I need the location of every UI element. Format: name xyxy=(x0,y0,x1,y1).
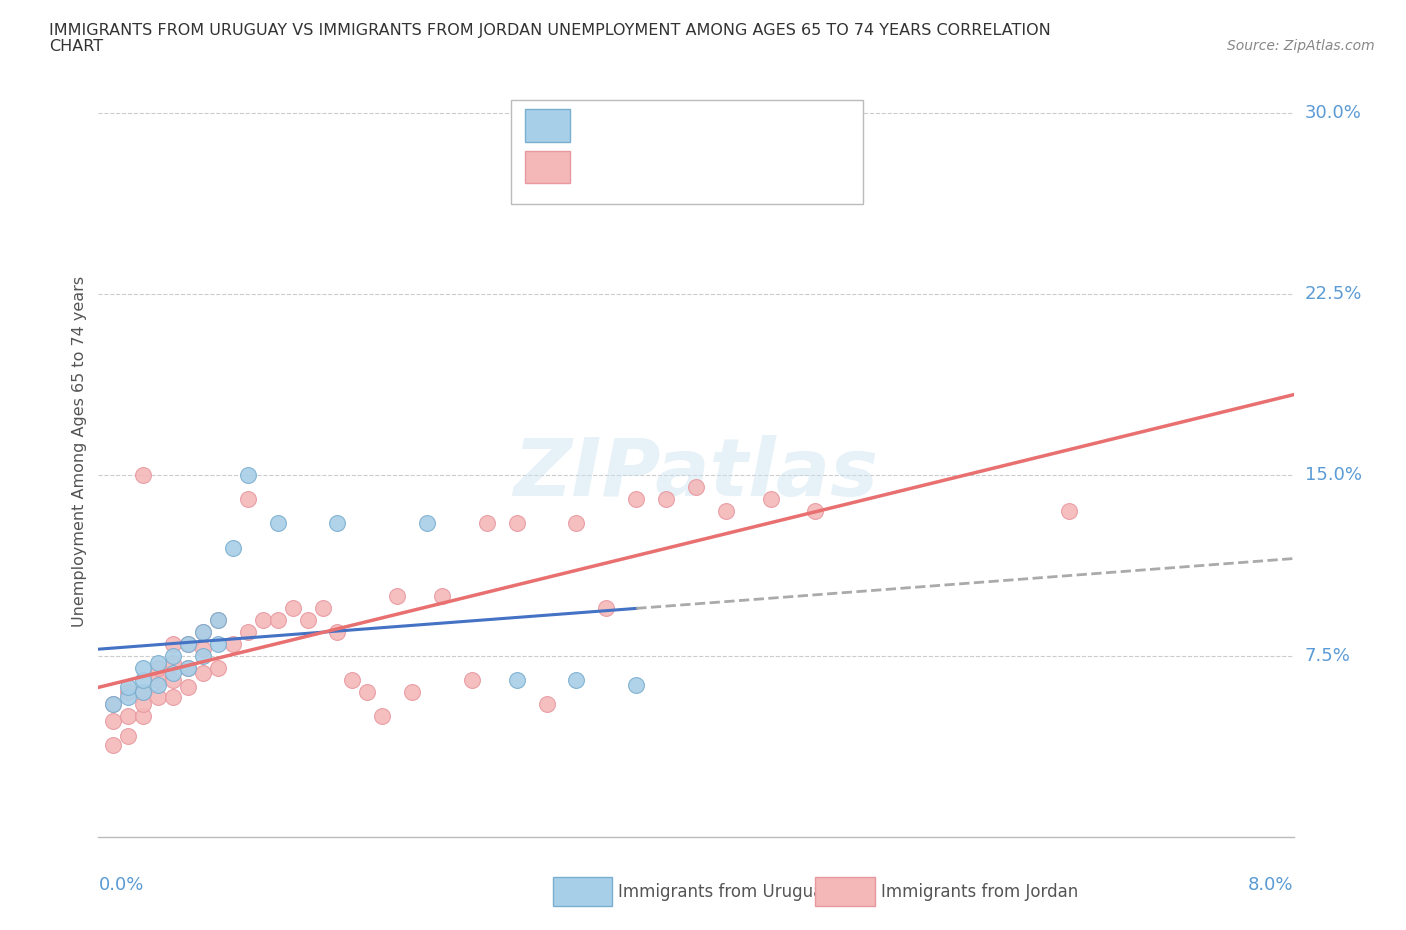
Point xyxy=(356,684,378,699)
Point xyxy=(236,468,259,483)
Point xyxy=(191,625,214,640)
Point xyxy=(385,589,409,604)
Point xyxy=(132,684,155,699)
Point xyxy=(506,672,529,687)
Point xyxy=(401,684,423,699)
Point xyxy=(148,656,170,671)
Text: R =  0.591   N =  12: R = 0.591 N = 12 xyxy=(585,116,790,135)
Point xyxy=(103,697,125,711)
Point xyxy=(148,672,170,687)
Point xyxy=(148,690,170,705)
Point xyxy=(162,648,184,663)
Point xyxy=(162,637,184,652)
Point xyxy=(207,637,229,652)
Point xyxy=(191,642,214,657)
Point xyxy=(148,678,170,693)
Point xyxy=(177,660,200,675)
FancyBboxPatch shape xyxy=(815,877,876,907)
Text: 7.5%: 7.5% xyxy=(1305,647,1351,665)
Point xyxy=(207,613,229,628)
Point xyxy=(595,601,617,616)
Point xyxy=(132,672,155,687)
Point xyxy=(117,680,139,695)
Point xyxy=(565,672,588,687)
Point xyxy=(430,589,453,604)
Point xyxy=(191,625,214,640)
Point xyxy=(132,660,155,675)
Point xyxy=(267,516,290,531)
Point xyxy=(162,656,184,671)
FancyBboxPatch shape xyxy=(524,109,571,141)
Point xyxy=(117,709,139,724)
Y-axis label: Unemployment Among Ages 65 to 74 years: Unemployment Among Ages 65 to 74 years xyxy=(72,275,87,627)
Point xyxy=(103,737,125,752)
Point xyxy=(191,666,214,681)
Point xyxy=(132,709,155,724)
Text: 15.0%: 15.0% xyxy=(1305,466,1361,485)
Point xyxy=(311,601,333,616)
Point xyxy=(281,601,304,616)
Point xyxy=(222,540,245,555)
Point xyxy=(267,613,290,628)
Point xyxy=(191,648,214,663)
Point xyxy=(117,728,139,743)
Point xyxy=(117,690,139,705)
Text: IMMIGRANTS FROM URUGUAY VS IMMIGRANTS FROM JORDAN UNEMPLOYMENT AMONG AGES 65 TO : IMMIGRANTS FROM URUGUAY VS IMMIGRANTS FR… xyxy=(49,23,1050,38)
Text: Immigrants from Jordan: Immigrants from Jordan xyxy=(882,883,1078,901)
Point xyxy=(565,516,588,531)
Text: 30.0%: 30.0% xyxy=(1305,104,1361,123)
Point xyxy=(416,516,439,531)
Point xyxy=(177,680,200,695)
Point xyxy=(326,516,349,531)
Point xyxy=(236,625,259,640)
Point xyxy=(297,613,319,628)
Text: CHART: CHART xyxy=(49,39,103,54)
Text: 22.5%: 22.5% xyxy=(1305,286,1362,303)
Text: Source: ZipAtlas.com: Source: ZipAtlas.com xyxy=(1227,39,1375,53)
Point xyxy=(461,672,484,687)
Point xyxy=(252,613,274,628)
Text: R =  0.568   N =  53: R = 0.568 N = 53 xyxy=(585,157,790,177)
Point xyxy=(536,697,558,711)
Point xyxy=(714,504,737,519)
Point xyxy=(326,625,349,640)
Point xyxy=(506,516,529,531)
Point xyxy=(1059,504,1081,519)
FancyBboxPatch shape xyxy=(524,151,571,183)
Point xyxy=(103,714,125,729)
Point xyxy=(177,637,200,652)
FancyBboxPatch shape xyxy=(510,100,863,204)
Point xyxy=(132,468,155,483)
Point xyxy=(132,684,155,699)
Point xyxy=(162,672,184,687)
Point xyxy=(207,613,229,628)
Point xyxy=(207,660,229,675)
Point xyxy=(162,690,184,705)
Point xyxy=(177,660,200,675)
Point xyxy=(148,660,170,675)
Point xyxy=(626,492,648,507)
Point xyxy=(655,492,678,507)
Text: Immigrants from Uruguay: Immigrants from Uruguay xyxy=(619,883,834,901)
Point xyxy=(236,492,259,507)
Point xyxy=(132,697,155,711)
Text: ZIPatlas: ZIPatlas xyxy=(513,435,879,513)
Point xyxy=(177,637,200,652)
Point xyxy=(685,480,707,495)
Point xyxy=(222,637,245,652)
Point xyxy=(103,697,125,711)
Point xyxy=(117,684,139,699)
Text: 8.0%: 8.0% xyxy=(1249,876,1294,894)
Point xyxy=(475,516,498,531)
FancyBboxPatch shape xyxy=(553,877,613,907)
Point xyxy=(626,678,648,693)
Point xyxy=(162,666,184,681)
Point xyxy=(371,709,394,724)
Point xyxy=(342,672,364,687)
Point xyxy=(759,492,782,507)
Text: 0.0%: 0.0% xyxy=(98,876,143,894)
Point xyxy=(804,504,827,519)
